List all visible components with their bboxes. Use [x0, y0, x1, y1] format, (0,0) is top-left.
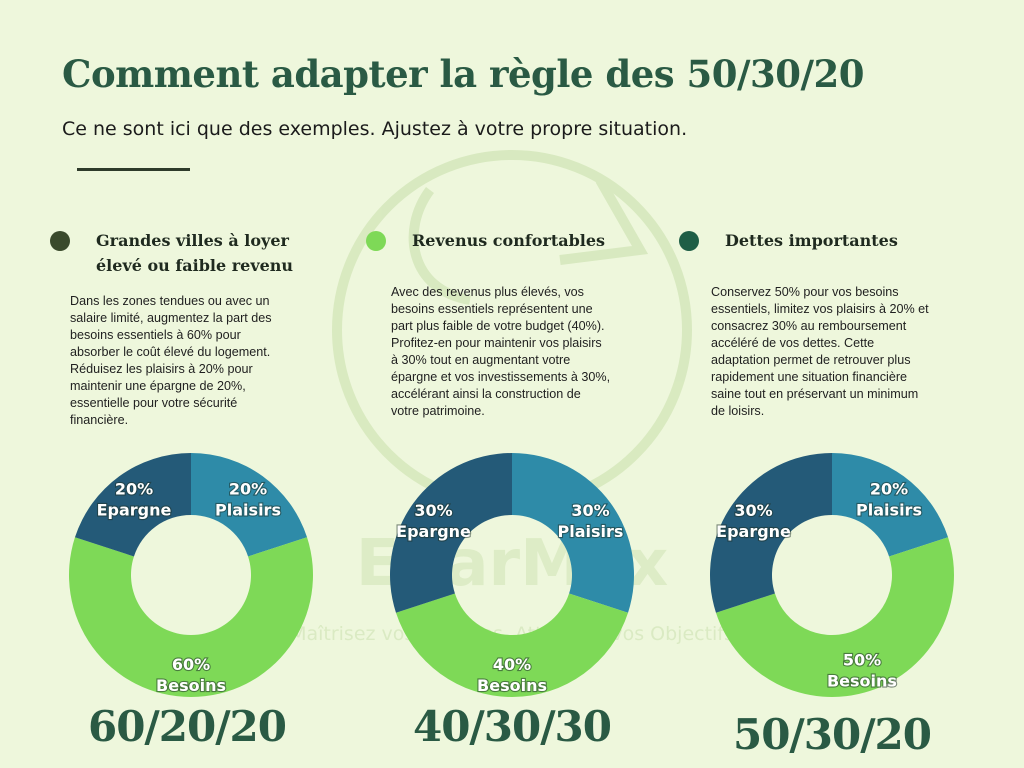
desc-line: consacrez 30% au remboursement: [711, 319, 907, 333]
slice-label: 40% Besoins: [477, 655, 547, 695]
column-description: Dans les zones tendues ou avec un salair…: [70, 293, 310, 429]
slice-percent: 60%: [172, 655, 210, 674]
donut-chart-60-20-20: 20% Plaisirs 60% Besoins 20% Epargne: [68, 453, 314, 697]
slice-percent: 20%: [870, 480, 908, 499]
desc-line: saine tout en préservant un minimum: [711, 387, 919, 401]
slice-category: Besoins: [827, 671, 897, 690]
page-subtitle: Ce ne sont ici que des exemples. Ajustez…: [62, 118, 688, 140]
desc-line: Avec des revenus plus élevés, vos: [391, 285, 584, 299]
column-heading-line1: Grandes villes à loyer: [96, 231, 289, 250]
donut-slice-plaisirs: [832, 453, 949, 557]
donut-slice-epargne: [710, 453, 832, 613]
desc-line: Conservez 50% pour vos besoins: [711, 285, 899, 299]
desc-line: maintenir une épargne de 20%,: [70, 379, 246, 393]
slice-category: Besoins: [156, 676, 226, 695]
slice-label: 30% Plaisirs: [558, 501, 624, 541]
slice-category: Plaisirs: [215, 501, 281, 520]
slice-category: Plaisirs: [558, 522, 624, 541]
donut-slice-epargne: [390, 453, 512, 613]
slice-label: 20% Plaisirs: [215, 480, 281, 520]
slice-percent: 30%: [734, 501, 772, 520]
desc-line: absorber le coût élevé du logement.: [70, 345, 271, 359]
slice-label: 20% Plaisirs: [856, 480, 922, 520]
ratio-label: 40/30/30: [412, 702, 612, 751]
desc-line: Réduisez les plaisirs à 20% pour: [70, 362, 253, 376]
column-heading-line1: Revenus confortables: [412, 231, 606, 250]
desc-line: besoins essentiels représentent une: [391, 302, 593, 316]
desc-line: de loisirs.: [711, 404, 765, 418]
desc-line: financière.: [70, 413, 129, 427]
slice-label: 20% Epargne: [97, 480, 172, 520]
slice-percent: 30%: [571, 501, 609, 520]
slice-category: Plaisirs: [856, 501, 922, 520]
desc-line: salaire limité, augmentez la part des: [70, 311, 272, 325]
desc-line: Profitez-en pour maintenir vos plaisirs: [391, 336, 602, 350]
slice-percent: 20%: [115, 480, 153, 499]
donut-chart-40-30-30: 30% Plaisirs 40% Besoins 30% Epargne: [390, 453, 634, 697]
donut-slice-plaisirs: [512, 453, 634, 613]
desc-line: à 30% tout en augmentant votre: [391, 353, 571, 367]
donut-slice-besoins: [715, 537, 954, 697]
column-high-debt: Dettes importantes: [679, 228, 969, 253]
slice-label: 50% Besoins: [827, 650, 897, 690]
slice-label: 60% Besoins: [156, 655, 226, 695]
desc-line: votre patrimoine.: [391, 404, 485, 418]
title-divider: [77, 168, 190, 171]
column-heading-line1: Dettes importantes: [725, 231, 898, 250]
donut-slice-besoins: [68, 537, 314, 697]
column-header: Grandes villes à loyer élevé ou faible r…: [50, 228, 340, 278]
donut-slice-epargne: [74, 453, 191, 557]
column-header: Dettes importantes: [679, 228, 969, 253]
ratio-label: 60/20/20: [87, 702, 287, 751]
desc-line: accéléré de vos dettes. Cette: [711, 336, 875, 350]
slice-percent: 20%: [229, 480, 267, 499]
slice-percent: 40%: [493, 655, 531, 674]
desc-line: besoins essentiels à 60% pour: [70, 328, 241, 342]
column-high-rent: Grandes villes à loyer élevé ou faible r…: [50, 228, 340, 278]
slice-category: Epargne: [396, 522, 471, 541]
desc-line: adaptation permet de retrouver plus: [711, 353, 911, 367]
donut-chart-50-30-20: 20% Plaisirs 50% Besoins 30% Epargne: [710, 453, 954, 697]
column-heading-line2: élevé ou faible revenu: [96, 256, 294, 275]
bullet-dot-icon: [366, 231, 386, 251]
donut-slice-besoins: [395, 593, 629, 697]
column-description: Avec des revenus plus élevés, vos besoin…: [391, 284, 641, 420]
column-description: Conservez 50% pour vos besoins essentiel…: [711, 284, 961, 420]
page-title: Comment adapter la règle des 50/30/20: [62, 52, 864, 96]
desc-line: accélérant ainsi la construction de: [391, 387, 581, 401]
desc-line: essentiels, limitez vos plaisirs à 20% e…: [711, 302, 929, 316]
slice-label: 30% Epargne: [396, 501, 471, 541]
desc-line: part plus faible de votre budget (40%).: [391, 319, 605, 333]
desc-line: essentielle pour votre sécurité: [70, 396, 238, 410]
bullet-dot-icon: [50, 231, 70, 251]
column-comfortable-income: Revenus confortables: [366, 228, 656, 253]
slice-category: Besoins: [477, 676, 547, 695]
slice-category: Epargne: [716, 522, 791, 541]
desc-line: rapidement une situation financière: [711, 370, 908, 384]
desc-line: épargne et vos investissements à 30%,: [391, 370, 611, 384]
desc-line: Dans les zones tendues ou avec un: [70, 294, 270, 308]
slice-category: Epargne: [97, 501, 172, 520]
donut-slice-plaisirs: [191, 453, 308, 557]
bullet-dot-icon: [679, 231, 699, 251]
column-header: Revenus confortables: [366, 228, 656, 253]
ratio-label: 50/30/20: [732, 710, 932, 759]
slice-label: 30% Epargne: [716, 501, 791, 541]
slice-percent: 30%: [414, 501, 452, 520]
slice-percent: 50%: [843, 650, 881, 669]
